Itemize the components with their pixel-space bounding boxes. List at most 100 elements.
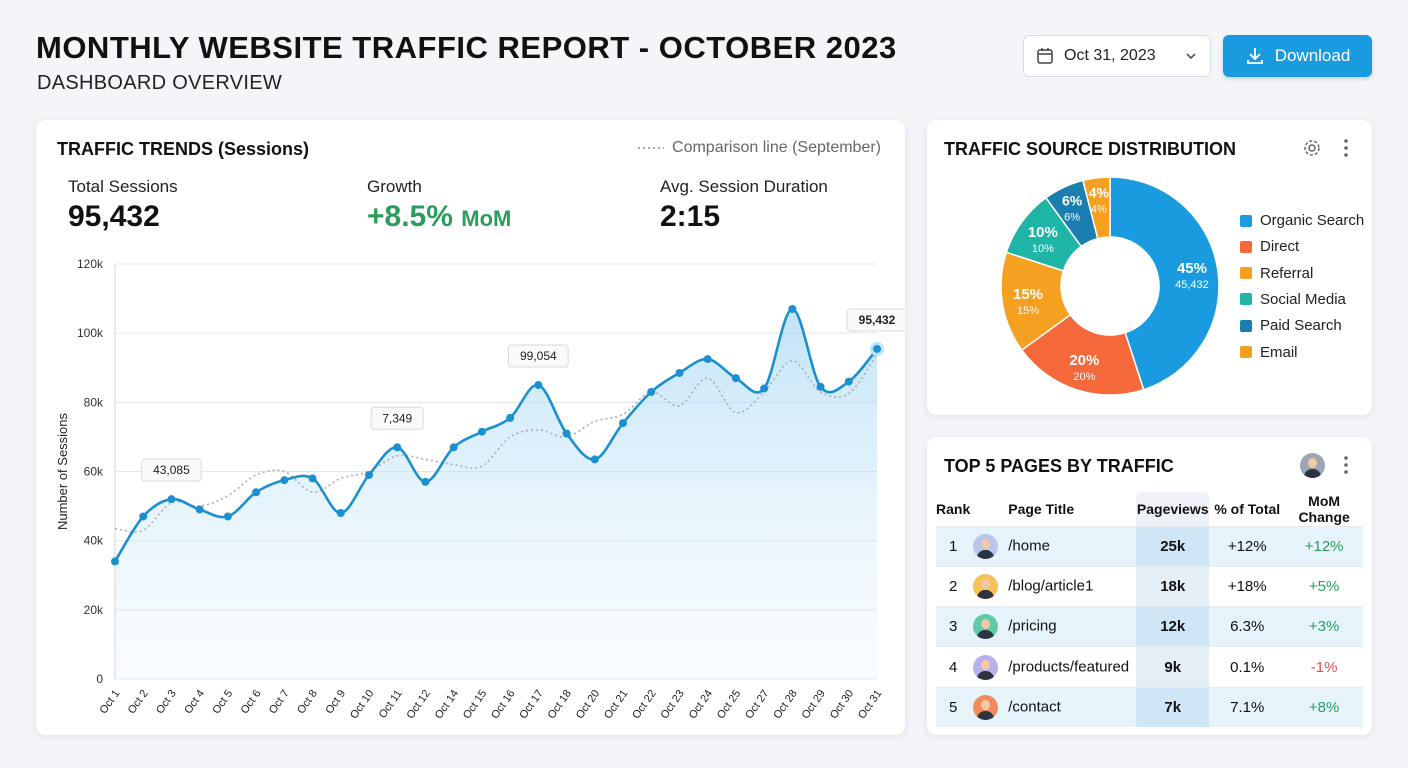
slice-label: 20% xyxy=(1069,352,1099,369)
x-tick-label: Oct 31 xyxy=(856,688,884,721)
card-title: TRAFFIC TRENDS (Sessions) xyxy=(57,139,310,159)
user-avatar[interactable] xyxy=(1300,453,1325,478)
page-title-cell: /home xyxy=(970,525,1137,567)
data-point xyxy=(195,505,204,514)
x-tick-label: Oct 7 xyxy=(267,688,292,716)
page-link[interactable]: /blog/article1 xyxy=(1008,577,1094,595)
pageviews-cell: 18k xyxy=(1136,565,1210,607)
data-point xyxy=(675,368,684,377)
x-tick-label: Oct 28 xyxy=(771,688,799,721)
x-tick-label: Oct 16 xyxy=(489,688,517,721)
page-title-cell: /blog/article1 xyxy=(970,565,1137,607)
growth-suffix: MoM xyxy=(461,206,512,231)
slice-label: 10% xyxy=(1028,224,1058,241)
table-row[interactable]: 2 /blog/article1 18k +18% +5% xyxy=(936,565,1363,607)
data-point xyxy=(111,557,119,566)
y-tick-label: 0 xyxy=(96,672,103,686)
gear-icon[interactable] xyxy=(1302,138,1322,158)
download-label: Download xyxy=(1274,46,1351,65)
x-tick-label: Oct 17 xyxy=(517,688,545,721)
comparison-label: Comparison line (September) xyxy=(672,139,881,156)
table-row[interactable]: 1 /home 25k +12% +12% xyxy=(936,525,1363,567)
mom-change-cell: +5% xyxy=(1285,565,1363,607)
page-avatar xyxy=(973,533,999,559)
y-tick-label: 20k xyxy=(84,603,104,617)
col-pct-total: % of Total xyxy=(1214,500,1281,517)
page-link[interactable]: /products/featured xyxy=(1008,658,1130,675)
data-point xyxy=(139,512,148,521)
data-point xyxy=(223,512,232,521)
legend-swatch xyxy=(1240,319,1252,332)
data-point xyxy=(590,455,599,464)
table-row[interactable]: 3 /pricing 12k 6.3% +3% xyxy=(936,606,1363,647)
x-tick-label: Oct 24 xyxy=(687,688,715,721)
x-tick-label: Oct 27 xyxy=(743,688,771,721)
dotted-line-icon xyxy=(638,147,665,149)
data-point xyxy=(562,429,571,438)
slice-sublabel: 15% xyxy=(1017,305,1039,317)
x-tick-label: Oct 21 xyxy=(602,688,630,721)
table-row[interactable]: 4 /products/featured 9k 0.1% -1% xyxy=(936,646,1363,688)
annotation-label: 99,054 xyxy=(520,349,557,363)
legend-label: Referral xyxy=(1260,264,1314,282)
legend-swatch xyxy=(1240,214,1252,227)
download-button[interactable]: Download xyxy=(1223,35,1372,77)
pageviews-cell: 25k xyxy=(1136,525,1210,567)
data-point xyxy=(731,374,740,383)
card-title: TRAFFIC SOURCE DISTRIBUTION xyxy=(944,139,1236,159)
page-title-cell: /pricing xyxy=(970,606,1137,647)
legend-item: Email xyxy=(1240,344,1298,361)
x-tick-label: Oct 2 xyxy=(126,688,151,716)
mom-change-cell: -1% xyxy=(1285,646,1363,688)
annotation-box xyxy=(508,344,569,368)
data-point xyxy=(421,477,430,486)
top-pages-card: TOP 5 PAGES BY TRAFFIC Rank Page Title P… xyxy=(927,437,1372,735)
legend-swatch xyxy=(1240,267,1252,280)
page-avatar xyxy=(973,654,999,680)
page-avatar xyxy=(973,573,999,599)
annotation-label: 43,085 xyxy=(153,463,190,477)
data-point xyxy=(449,443,458,452)
kpi-total-sessions: 95,432 xyxy=(68,200,160,233)
legend-swatch xyxy=(1240,346,1252,358)
page-title-cell: /products/featured xyxy=(970,646,1137,688)
y-tick-label: 40k xyxy=(84,534,104,548)
legend-label: Direct xyxy=(1260,238,1300,256)
more-vertical-icon[interactable] xyxy=(1341,138,1351,158)
comparison-legend: Comparison line (September) xyxy=(638,139,881,157)
x-tick-label: Oct 23 xyxy=(658,688,686,721)
calendar-icon xyxy=(1037,48,1053,64)
page-link[interactable]: /contact xyxy=(1008,698,1061,716)
x-tick-label: Oct 12 xyxy=(404,688,432,721)
data-point xyxy=(760,384,769,393)
sessions-line-chart: 0 20k 40k 60k 80k 100k 120k Number of Sessions O… xyxy=(55,257,905,721)
legend-item: Direct xyxy=(1240,238,1299,255)
pageviews-cell: 9k xyxy=(1136,646,1210,688)
legend-label: Paid Search xyxy=(1260,317,1342,335)
date-picker[interactable]: Oct 31, 2023 xyxy=(1023,35,1211,77)
x-tick-label: Oct 22 xyxy=(630,688,658,721)
page-avatar xyxy=(973,695,999,721)
annotation-label: 7,349 xyxy=(382,411,412,425)
table-row[interactable]: 5 /contact 7k 7.1% +8% xyxy=(936,686,1363,728)
page-link[interactable]: /home xyxy=(1008,537,1050,555)
data-point xyxy=(393,443,402,452)
col-page-title: Page Title xyxy=(1008,500,1075,517)
page-link[interactable]: /pricing xyxy=(1008,617,1057,635)
legend-swatch xyxy=(1240,240,1252,253)
col-mom-change: MoM Change xyxy=(1298,492,1350,525)
slice-sublabel: 20% xyxy=(1073,371,1095,383)
annotation-label: 95,432 xyxy=(859,313,896,327)
x-tick-label: Oct 8 xyxy=(295,688,320,716)
download-icon xyxy=(1246,48,1263,64)
data-point xyxy=(870,341,884,356)
legend-item: Referral xyxy=(1240,265,1313,282)
more-vertical-icon[interactable] xyxy=(1341,455,1351,475)
pct-total-cell: 6.3% xyxy=(1209,606,1286,647)
annotation-box xyxy=(370,406,424,430)
x-tick-label: Oct 18 xyxy=(546,688,574,721)
top-pages-table: Rank Page Title Pageviews % of Total MoM… xyxy=(936,492,1363,728)
annotation-box xyxy=(141,458,202,482)
pct-total-cell: 0.1% xyxy=(1209,646,1286,688)
